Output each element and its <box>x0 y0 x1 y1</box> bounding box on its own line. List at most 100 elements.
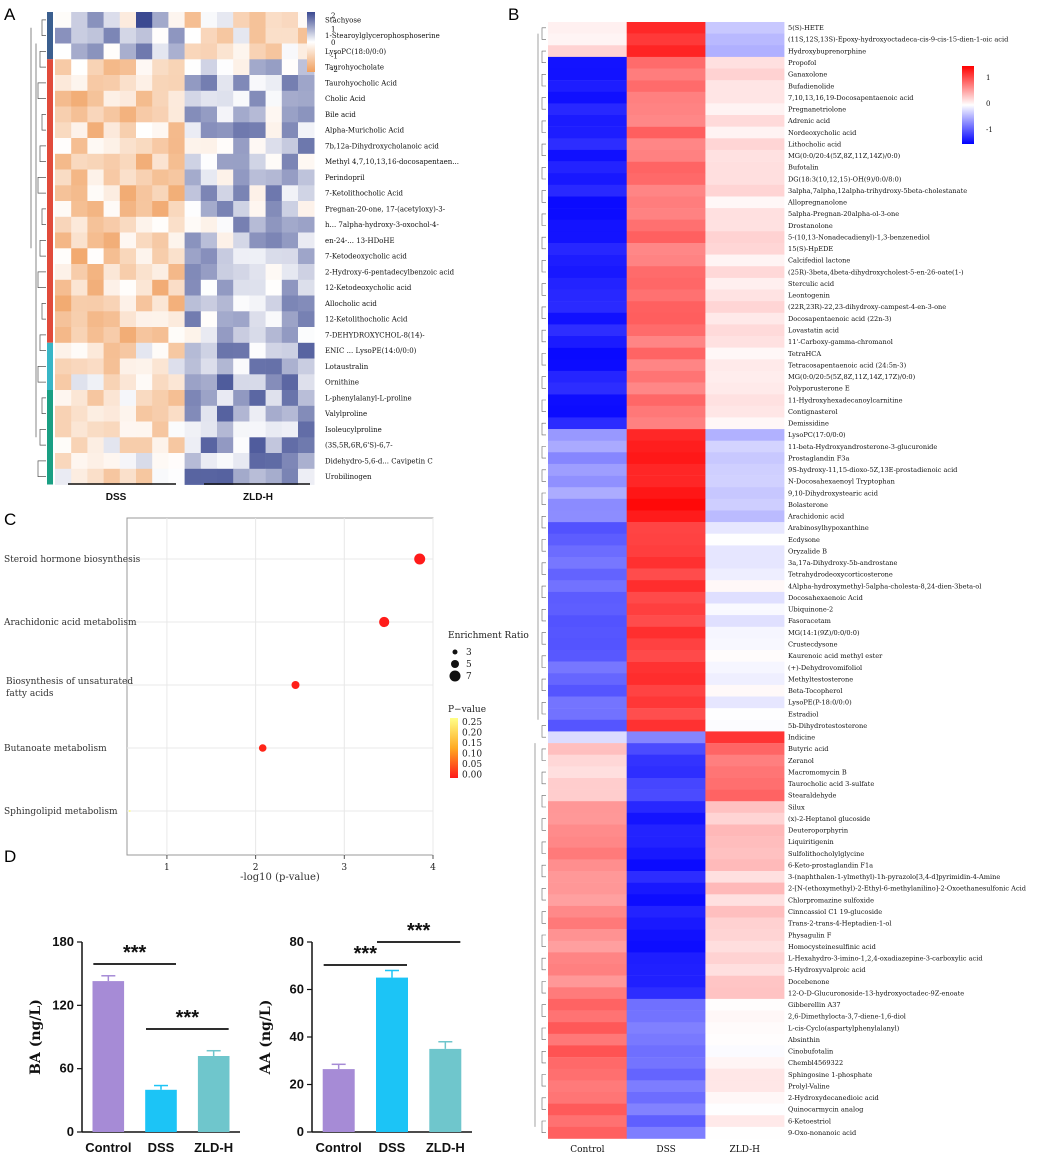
b-row-label: 3a,17a-Dihydroxy-5b-androstane <box>788 559 898 567</box>
a-cell <box>103 122 121 139</box>
a-cell <box>281 390 299 407</box>
pathway-label: Butanoate metabolism <box>4 744 107 754</box>
b-cell <box>626 580 706 593</box>
a-legend-tick: -1 <box>331 53 338 61</box>
b-cell <box>548 708 627 721</box>
a-cell <box>281 122 299 139</box>
size-legend-label: 7 <box>466 672 472 682</box>
a-cell <box>119 169 137 186</box>
color-legend-tick: 0.05 <box>462 760 482 770</box>
a-cell <box>136 327 153 344</box>
b-row-label: Kaurenoic acid methyl ester <box>788 652 883 660</box>
a-cell <box>281 106 299 123</box>
a-cell <box>87 27 104 44</box>
x-tick-label: ZLD-H <box>194 1140 233 1155</box>
a-cell <box>71 437 88 454</box>
a-row-label: 7b,12a-Dihydroxycholanoic acid <box>325 142 439 150</box>
a-cell <box>233 390 250 407</box>
b-row-label: 5-(10,13-Nonadecadienyl)-1,3-benzenediol <box>788 234 930 242</box>
a-cell <box>184 106 202 123</box>
b-cell <box>705 115 785 127</box>
b-cell <box>626 975 706 988</box>
a-cell <box>168 342 185 359</box>
b-cell <box>705 510 785 523</box>
x-tick-label: Control <box>85 1140 131 1155</box>
a-cell <box>71 358 88 375</box>
b-cell <box>626 1115 706 1128</box>
a-cell <box>217 185 234 202</box>
b-cell <box>705 33 785 46</box>
b-cell <box>626 568 706 581</box>
b-cell <box>705 440 785 453</box>
a-cell <box>249 27 266 44</box>
a-cell <box>233 59 250 76</box>
a-cell <box>200 216 218 233</box>
b-row-label: 3alpha,7alpha,12alpha-trihydroxy-5beta-c… <box>788 187 967 195</box>
b-cell <box>548 243 627 255</box>
a-cell <box>103 59 121 76</box>
panel-label-a: A <box>4 5 16 24</box>
size-legend-dot <box>451 660 459 668</box>
a-cell <box>136 122 153 139</box>
a-cell <box>281 153 299 170</box>
a-cell <box>298 327 315 344</box>
a-row-label: 1-Stearoylglycerophosphoserine <box>325 32 440 40</box>
b-row-label: Arachidonic acid <box>787 513 845 521</box>
a-cell <box>217 216 234 233</box>
b-cell <box>705 1068 785 1081</box>
a-cell <box>152 437 169 454</box>
significance-label: *** <box>123 942 147 964</box>
a-cell <box>71 201 88 218</box>
a-cell <box>55 27 72 44</box>
b-cell <box>548 138 627 151</box>
a-cell <box>71 12 88 29</box>
b-cell <box>548 975 627 988</box>
b-cell <box>705 45 785 58</box>
b-cell <box>705 103 785 116</box>
a-row-label: 12-Ketodeoxycholic acid <box>325 284 412 292</box>
a-cell <box>119 453 137 470</box>
b-row-label: Taurocholic acid 3-sulfate <box>788 780 874 788</box>
a-cell <box>136 390 153 407</box>
b-cell <box>705 673 785 686</box>
b-cell <box>705 661 785 674</box>
b-cell <box>548 871 627 883</box>
b-cell <box>705 615 785 627</box>
significance-label: *** <box>354 943 378 965</box>
b-cell <box>548 196 627 209</box>
plot-frame <box>126 517 434 856</box>
a-cell <box>233 421 250 438</box>
a-cell <box>217 405 234 422</box>
a-cell <box>87 201 104 218</box>
b-cell <box>705 766 785 779</box>
b-cell <box>626 324 706 337</box>
a-cell <box>87 311 104 328</box>
b-cell <box>548 91 627 104</box>
a-cell <box>168 75 185 92</box>
b-cell <box>626 475 706 488</box>
b-row-label: MG(14:1(9Z)/0:0/0:0) <box>788 629 860 637</box>
a-cell <box>281 264 299 281</box>
a-cell <box>103 90 121 107</box>
a-cell <box>55 169 72 186</box>
a-cell <box>71 327 88 344</box>
a-cell <box>136 153 153 170</box>
a-cell <box>119 185 137 202</box>
b-cell <box>626 370 706 383</box>
a-cell <box>281 169 299 186</box>
a-cell <box>249 201 266 218</box>
a-cell <box>87 453 104 470</box>
b-row-label: 2,6-Dimethylocta-3,7-diene-1,6-diol <box>788 1013 906 1021</box>
a-cell <box>55 295 72 312</box>
panel-a-color-legend <box>307 12 315 72</box>
a-cell <box>168 374 185 391</box>
pathway-point <box>258 744 267 752</box>
a-cell <box>249 169 266 186</box>
a-cell <box>55 311 72 328</box>
a-cell <box>87 90 104 107</box>
b-cell <box>705 312 785 325</box>
b-cell <box>626 149 706 162</box>
a-cell <box>152 122 169 139</box>
a-cell <box>217 437 234 454</box>
b-cell <box>705 22 785 34</box>
